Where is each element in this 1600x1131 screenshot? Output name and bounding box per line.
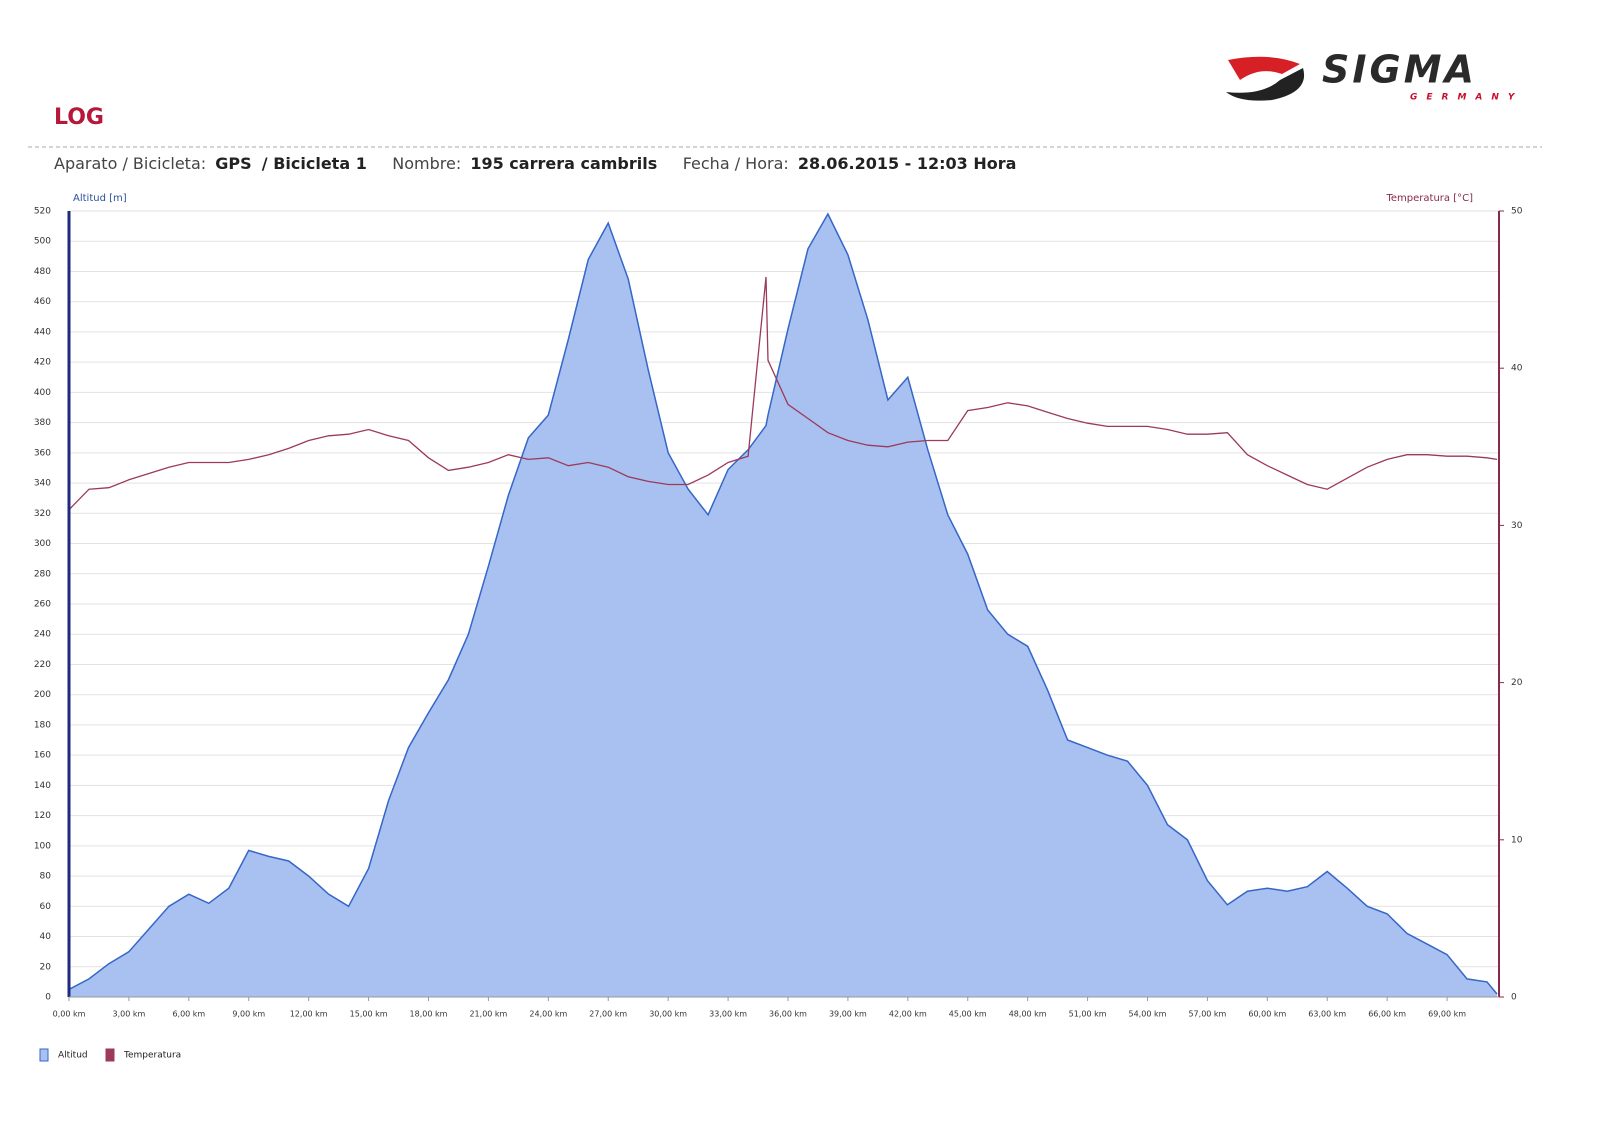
y-tick-label: 380: [34, 418, 51, 428]
y-tick-label: 340: [34, 479, 51, 489]
legend-swatch: [105, 1048, 115, 1062]
info-value: GPS: [215, 154, 252, 173]
x-tick-label: 45,00 km: [949, 1010, 987, 1019]
x-tick-label: 21,00 km: [469, 1010, 507, 1019]
y-tick-label: 140: [34, 781, 51, 791]
info-line: Aparato / Bicicleta: GPS / Bicicleta 1 N…: [54, 154, 1016, 173]
y-tick-label: 200: [34, 690, 51, 700]
y-tick-label: 0: [45, 993, 51, 1003]
x-tick-label: 24,00 km: [529, 1010, 567, 1019]
x-tick-label: 48,00 km: [1009, 1010, 1047, 1019]
y-tick-label: 480: [34, 267, 51, 277]
info-label: Nombre:: [392, 154, 462, 173]
y-tick-label: 240: [34, 630, 51, 640]
x-tick-label: 9,00 km: [232, 1010, 265, 1019]
y-tick-label: 280: [34, 569, 51, 579]
y-tick-label: 300: [34, 539, 51, 549]
legend-label: Altitud: [58, 1051, 88, 1061]
logo: SIGMA GERMANY: [1226, 48, 1523, 103]
y-tick-label: 100: [34, 841, 51, 851]
y-tick-label: 360: [34, 448, 51, 458]
area: [69, 214, 1498, 997]
x-tick-label: 27,00 km: [589, 1010, 627, 1019]
y2-tick-label: 0: [1511, 993, 1517, 1003]
y-tick-label: 460: [34, 297, 51, 307]
x-tick-label: 57,00 km: [1188, 1010, 1226, 1019]
x-tick-label: 0,00 km: [53, 1010, 86, 1019]
info-value: 28.06.2015 - 12:03 Hora: [797, 154, 1017, 173]
y-tick-label: 220: [34, 660, 51, 670]
x-tick-label: 36,00 km: [769, 1010, 807, 1019]
y-tick-label: 260: [34, 600, 51, 610]
x-tick-label: 12,00 km: [290, 1010, 328, 1019]
y-tick-label: 120: [34, 811, 51, 821]
x-tick-label: 33,00 km: [709, 1010, 747, 1019]
info-label: Fecha / Hora:: [682, 154, 789, 173]
y-tick-label: 400: [34, 388, 51, 398]
x-tick-label: 15,00 km: [350, 1010, 388, 1019]
y-tick-label: 420: [34, 358, 51, 368]
x-tick-label: 6,00 km: [172, 1010, 205, 1019]
x-tick-label: 54,00 km: [1129, 1010, 1167, 1019]
y-tick-label: 180: [34, 720, 51, 730]
x-tick-label: 63,00 km: [1308, 1010, 1346, 1019]
x-tick-label: 60,00 km: [1248, 1010, 1286, 1019]
y2-tick-label: 40: [1511, 364, 1523, 374]
legend-swatch: [39, 1048, 49, 1062]
info-label: Aparato / Bicicleta:: [54, 154, 207, 173]
legend-label: Temperatura: [123, 1051, 181, 1061]
y2-tick-label: 10: [1511, 835, 1523, 845]
x-tick-label: 51,00 km: [1069, 1010, 1107, 1019]
y2-axis-title: Temperatura [°C]: [1385, 193, 1473, 204]
logo-tagline: GERMANY: [1410, 93, 1523, 103]
logo-swoosh: [1228, 56, 1300, 80]
x-tick-label: 42,00 km: [889, 1010, 927, 1019]
info-value: 195 carrera cambrils: [470, 154, 658, 173]
y-tick-label: 20: [40, 962, 52, 972]
info-value: / Bicicleta 1: [261, 154, 367, 173]
x-tick-label: 18,00 km: [410, 1010, 448, 1019]
y-tick-label: 60: [40, 902, 52, 912]
y-tick-label: 520: [34, 207, 51, 217]
area-line: [68, 212, 1498, 995]
y2-tick-label: 20: [1511, 678, 1523, 688]
x-tick-label: 3,00 km: [113, 1010, 146, 1019]
x-tick-label: 66,00 km: [1368, 1010, 1406, 1019]
logo-swoosh: [1226, 68, 1305, 101]
y-tick-label: 80: [40, 872, 52, 882]
y-axis-title: Altitud [m]: [73, 193, 127, 204]
x-tick-label: 69,00 km: [1428, 1010, 1466, 1019]
line: [68, 276, 1498, 511]
y-tick-label: 440: [34, 327, 51, 337]
y2-tick-label: 50: [1511, 207, 1523, 217]
y-tick-label: 320: [34, 509, 51, 519]
page-title: LOG: [54, 105, 104, 130]
logo-text: SIGMA: [1322, 48, 1477, 92]
y2-tick-label: 30: [1511, 521, 1523, 531]
x-tick-label: 30,00 km: [649, 1010, 687, 1019]
y-tick-label: 40: [40, 932, 52, 942]
y-tick-label: 160: [34, 751, 51, 761]
x-tick-label: 39,00 km: [829, 1010, 867, 1019]
y-tick-label: 500: [34, 237, 51, 247]
